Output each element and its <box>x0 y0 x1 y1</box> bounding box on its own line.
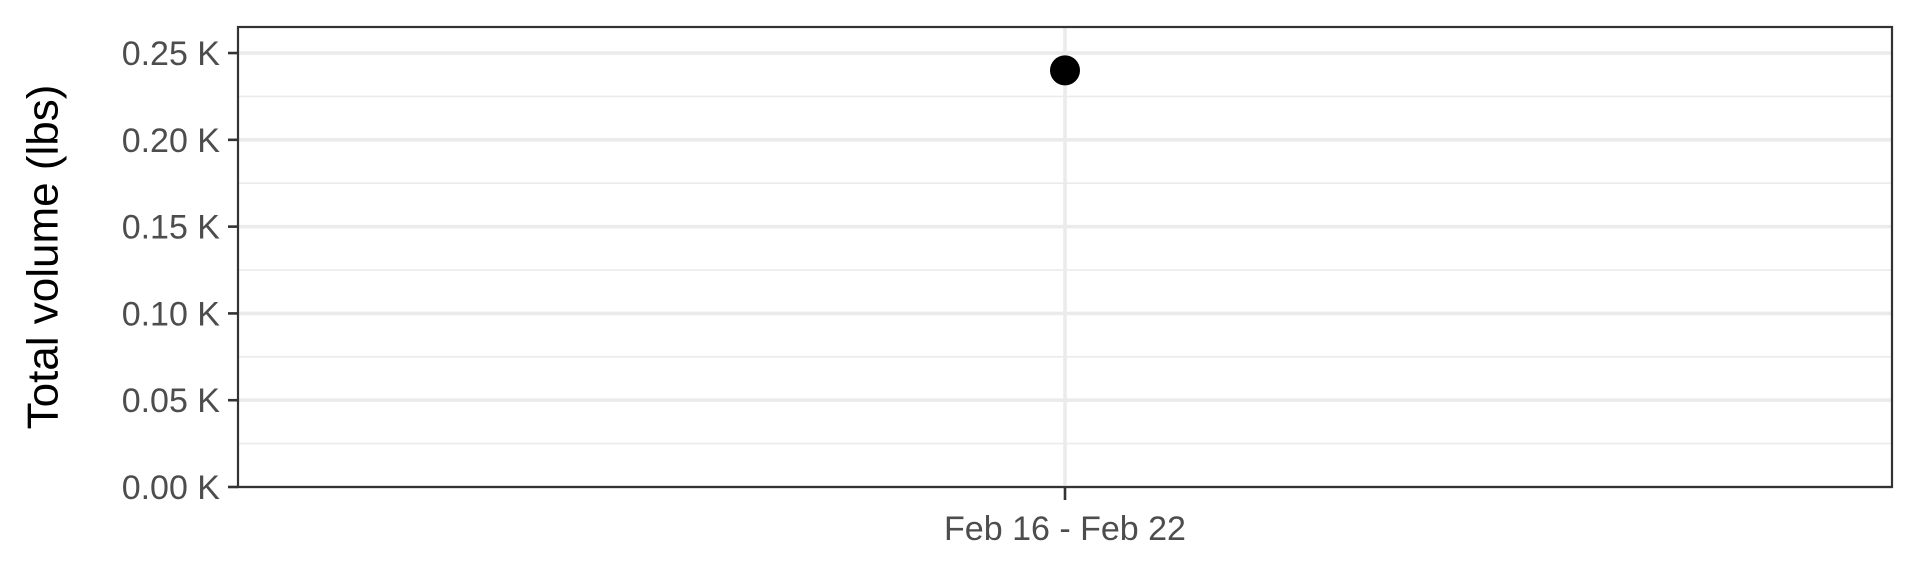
data-points <box>1050 55 1080 86</box>
y-axis-ticks: 0.00 K 0.05 K 0.10 K 0.15 K 0.20 K 0.25 K <box>122 35 238 507</box>
y-tick-label: 0.00 K <box>122 469 221 507</box>
x-tick-label: Feb 16 - Feb 22 <box>944 510 1186 548</box>
y-axis-title: Total volume (lbs) <box>19 85 68 430</box>
y-tick-label: 0.10 K <box>122 295 221 333</box>
data-point <box>1050 55 1080 86</box>
y-tick-label: 0.20 K <box>122 122 221 160</box>
y-tick-label: 0.05 K <box>122 382 221 420</box>
x-axis-ticks: Feb 16 - Feb 22 <box>944 487 1186 548</box>
y-tick-label: 0.25 K <box>122 35 221 73</box>
y-tick-label: 0.15 K <box>122 209 221 247</box>
